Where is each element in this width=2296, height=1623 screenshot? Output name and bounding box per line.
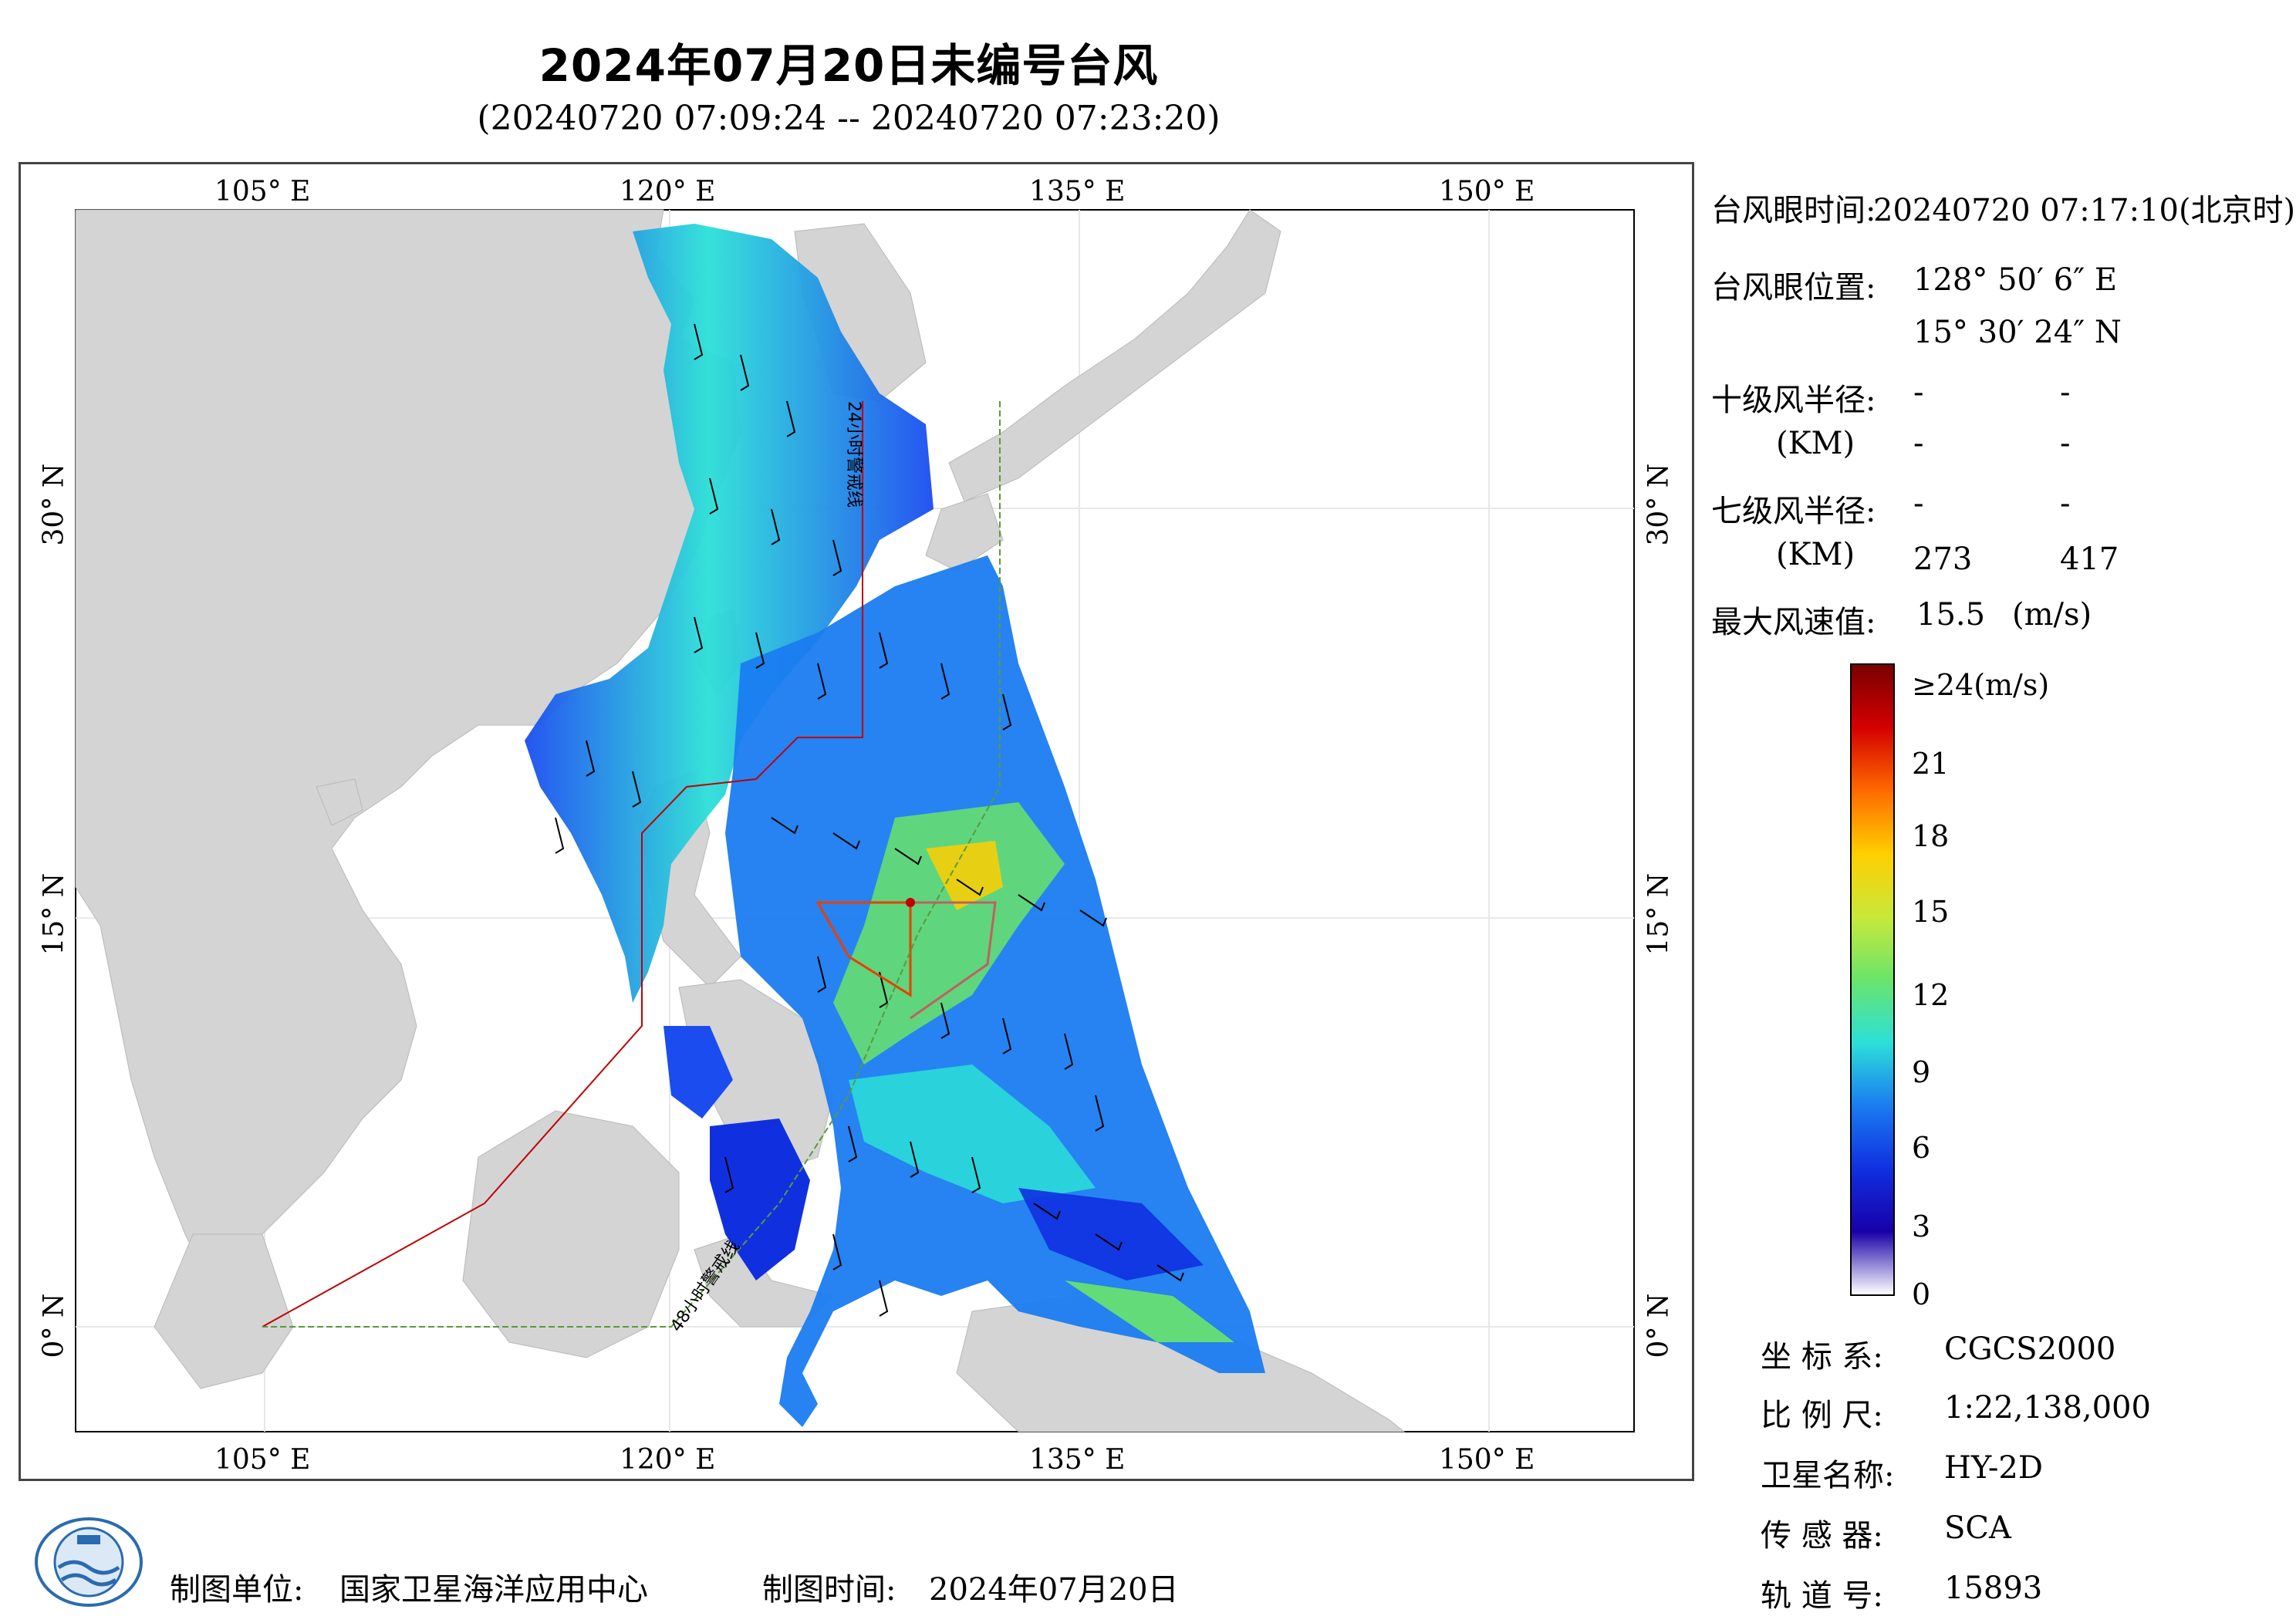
eye-latitude: 15° 30′ 24″ N bbox=[1913, 315, 2122, 350]
satellite-label: 卫星名称: bbox=[1761, 1458, 1895, 1493]
sensor-value: SCA bbox=[1944, 1510, 2011, 1546]
colorbar-label-3: 3 bbox=[1912, 1210, 1931, 1243]
typhoon-eye-marker[interactable] bbox=[906, 898, 915, 907]
coord-system-label: 坐 标 系: bbox=[1761, 1339, 1883, 1375]
r7-label: 七级风半径: bbox=[1711, 494, 1876, 529]
max-wind-label: 最大风速值: bbox=[1711, 605, 1876, 640]
satellite-value: HY-2D bbox=[1944, 1450, 2043, 1486]
sensor-label: 传 感 器: bbox=[1761, 1518, 1883, 1554]
lon-label-top-150: 150° E bbox=[1439, 176, 1535, 208]
lon-label-top-105: 105° E bbox=[214, 176, 311, 208]
scale-value: 1:22,138,000 bbox=[1944, 1390, 2151, 1426]
lat-label-right-0: 0° N bbox=[1643, 1293, 1675, 1358]
r10-value-3: - bbox=[1913, 426, 1924, 461]
lon-label-bottom-120: 120° E bbox=[620, 1444, 716, 1476]
lat-label-right-30: 30° N bbox=[1643, 463, 1675, 546]
lon-label-top-135: 135° E bbox=[1029, 176, 1126, 208]
wind-speed-colorbar bbox=[1850, 663, 1895, 1296]
footer-org-label: 制图单位: bbox=[170, 1572, 304, 1608]
r7-value-1: - bbox=[1913, 486, 1924, 521]
wind-swath-left bbox=[525, 224, 934, 1281]
r7-value-4: 417 bbox=[2060, 542, 2119, 577]
eye-time-value: 20240720 07:17:10(北京时) bbox=[1873, 193, 2296, 228]
footer-org-value: 国家卫星海洋应用中心 bbox=[339, 1572, 648, 1608]
r10-unit: (KM) bbox=[1776, 426, 1855, 461]
footer-time-label: 制图时间: bbox=[762, 1572, 896, 1608]
orbit-label: 轨 道 号: bbox=[1761, 1578, 1883, 1614]
lat-label-left-15: 15° N bbox=[38, 872, 70, 956]
r7-unit: (KM) bbox=[1776, 537, 1855, 572]
warning-line-24h bbox=[262, 401, 863, 1328]
max-wind-value: 15.5 bbox=[1916, 597, 1986, 633]
lat-label-right-15: 15° N bbox=[1643, 872, 1675, 956]
eye-position-label: 台风眼位置: bbox=[1711, 270, 1876, 305]
r10-value-2: - bbox=[2060, 375, 2071, 410]
colorbar-label-24: ≥24(m/s) bbox=[1912, 668, 2050, 702]
lon-label-bottom-135: 135° E bbox=[1029, 1444, 1126, 1476]
r7-value-2: - bbox=[2060, 486, 2071, 521]
colorbar-label-21: 21 bbox=[1912, 747, 1950, 781]
nsoas-logo-icon bbox=[35, 1517, 143, 1607]
map-subtitle: (20240720 07:09:24 -- 20240720 07:23:20) bbox=[477, 99, 1221, 138]
land-masses bbox=[75, 209, 1406, 1432]
scale-label: 比 例 尺: bbox=[1761, 1398, 1883, 1433]
eye-time-label: 台风眼时间: bbox=[1711, 193, 1876, 228]
r10-label: 十级风半径: bbox=[1711, 383, 1876, 418]
colorbar-label-0: 0 bbox=[1912, 1277, 1931, 1311]
colorbar-label-15: 15 bbox=[1912, 895, 1950, 929]
wind-field-map[interactable]: 24小时警戒线 48小时警戒线 bbox=[0, 0, 1697, 1489]
lon-label-bottom-150: 150° E bbox=[1439, 1444, 1535, 1476]
colorbar-label-9: 9 bbox=[1912, 1055, 1931, 1089]
lon-label-bottom-105: 105° E bbox=[214, 1444, 311, 1476]
lon-label-top-120: 120° E bbox=[620, 176, 716, 208]
colorbar-label-12: 12 bbox=[1912, 978, 1950, 1012]
max-wind-unit: (m/s) bbox=[2012, 597, 2092, 633]
colorbar-label-6: 6 bbox=[1912, 1131, 1931, 1165]
wind-barbs bbox=[555, 323, 1184, 1317]
r7-value-3: 273 bbox=[1913, 542, 1973, 577]
orbit-value: 15893 bbox=[1944, 1571, 2043, 1606]
eye-longitude: 128° 50′ 6″ E bbox=[1913, 262, 2118, 298]
wind-swath-right bbox=[725, 555, 1265, 1427]
map-frame bbox=[19, 162, 1694, 1481]
warning-line-48h bbox=[262, 401, 1001, 1328]
r10-value-1: - bbox=[1913, 375, 1924, 410]
colorbar-label-18: 18 bbox=[1912, 819, 1950, 853]
map-title: 2024年07月20日未编号台风 bbox=[539, 39, 1159, 92]
typhoon-wind-radius bbox=[815, 898, 997, 1020]
warning-24h-label: 24小时警戒线 bbox=[844, 401, 863, 508]
lat-label-left-0: 0° N bbox=[38, 1293, 70, 1358]
r10-value-4: - bbox=[2060, 426, 2071, 461]
footer-time-value: 2024年07月20日 bbox=[929, 1572, 1179, 1608]
lat-label-left-30: 30° N bbox=[38, 463, 70, 546]
coord-system-value: CGCS2000 bbox=[1944, 1331, 2116, 1367]
